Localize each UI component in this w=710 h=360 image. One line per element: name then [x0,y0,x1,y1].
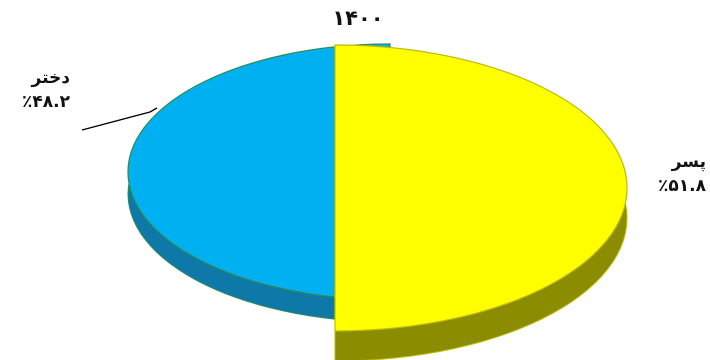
slice-label-girl: دختر ٪۴۸.۲ [0,66,70,114]
slice-label-boy-name: پسر [671,152,706,172]
slice-label-boy: پسر ٪۵۱.۸ [600,150,706,198]
slice-label-girl-name: دختر [31,68,71,88]
slice-boy [334,44,628,360]
slice-girl-top [127,43,391,301]
leader-line-girl [81,107,158,131]
slice-boy-top [334,44,628,332]
chart-title: ۱۴۰۰ [332,6,384,30]
slice-label-boy-value: ٪۵۱.۸ [658,176,706,196]
slice-label-girl-value: ٪۴۸.۲ [22,92,70,112]
